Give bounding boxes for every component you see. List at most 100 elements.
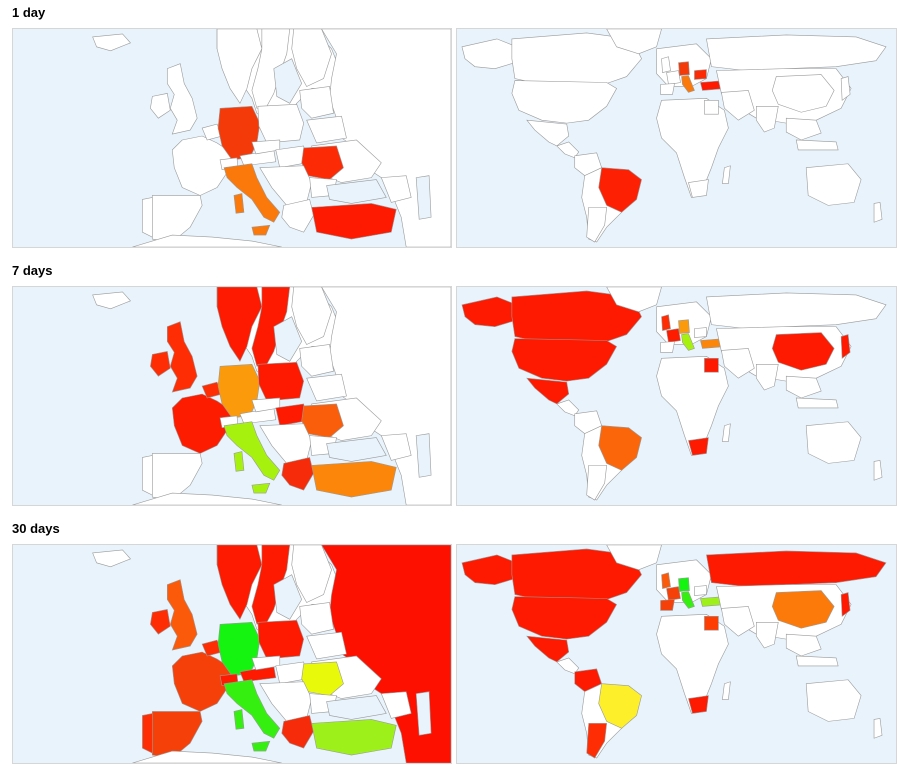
baltics xyxy=(299,602,334,635)
poland xyxy=(257,362,304,402)
caspian-sea xyxy=(415,691,432,736)
china xyxy=(771,332,835,371)
arabia xyxy=(721,606,755,637)
turkey xyxy=(311,203,397,240)
portugal xyxy=(142,455,153,496)
section-1-day-title: 1 day xyxy=(12,5,46,20)
sicily xyxy=(251,740,271,752)
spain-w xyxy=(660,341,675,353)
norway xyxy=(216,287,263,362)
world-map-1 xyxy=(456,28,897,248)
argentina xyxy=(586,207,607,243)
germany-w xyxy=(678,577,690,592)
greece xyxy=(281,199,314,233)
north-africa xyxy=(132,492,282,505)
iceland xyxy=(92,549,131,568)
alaska xyxy=(461,296,516,327)
italy-w xyxy=(681,591,695,609)
australia xyxy=(805,421,862,464)
belarus xyxy=(306,631,347,660)
egypt xyxy=(704,358,719,373)
belarus xyxy=(306,115,347,144)
north-africa xyxy=(132,750,282,763)
france xyxy=(171,651,233,712)
spain-w xyxy=(660,599,675,611)
italy xyxy=(223,163,281,223)
france-w xyxy=(666,328,681,343)
world-map-3 xyxy=(456,544,897,764)
baltics xyxy=(299,344,334,377)
norway xyxy=(216,29,263,104)
caucasus xyxy=(380,691,412,719)
finland xyxy=(291,545,332,603)
usa xyxy=(511,80,618,124)
indonesia xyxy=(795,397,839,409)
southafrica xyxy=(688,437,709,456)
caspian-sea xyxy=(415,175,432,220)
uk xyxy=(166,63,198,135)
arabia xyxy=(721,348,755,379)
new-zealand xyxy=(873,202,883,223)
romania-w xyxy=(694,327,707,338)
russia-w xyxy=(706,292,887,329)
sardinia xyxy=(233,709,245,730)
indonesia xyxy=(795,139,839,151)
norway xyxy=(216,545,263,620)
ireland xyxy=(150,93,171,119)
argentina xyxy=(586,723,607,759)
alaska xyxy=(461,38,516,69)
france-w xyxy=(666,70,681,85)
china xyxy=(771,74,835,113)
se-asia xyxy=(785,633,822,657)
uk xyxy=(166,579,198,651)
poland xyxy=(257,620,304,660)
baltic-sea xyxy=(273,58,303,104)
black-sea xyxy=(326,437,387,462)
sicily xyxy=(251,224,271,236)
japan xyxy=(840,76,851,101)
finland xyxy=(291,29,332,87)
uk-w xyxy=(661,314,671,331)
europe-map-2 xyxy=(12,286,452,506)
southafrica xyxy=(688,695,709,714)
north-africa xyxy=(132,234,282,247)
japan xyxy=(840,334,851,359)
uk-w xyxy=(661,572,671,589)
spain-w xyxy=(660,83,675,95)
ireland xyxy=(150,351,171,377)
iceland xyxy=(92,291,131,310)
brazil xyxy=(598,683,642,729)
italy xyxy=(223,679,281,739)
caucasus xyxy=(380,433,412,461)
india xyxy=(756,621,779,649)
portugal xyxy=(142,197,153,238)
brazil xyxy=(598,167,642,213)
germany-w xyxy=(678,319,690,334)
madagascar xyxy=(722,165,731,184)
australia xyxy=(805,679,862,722)
iceland xyxy=(92,33,131,52)
se-asia xyxy=(785,375,822,399)
india xyxy=(756,105,779,133)
japan xyxy=(840,592,851,617)
greenland xyxy=(606,29,662,55)
baltic-sea xyxy=(273,574,303,620)
romania-w xyxy=(694,69,707,80)
alaska xyxy=(461,554,516,585)
new-zealand xyxy=(873,718,883,739)
portugal xyxy=(142,713,153,754)
black-sea xyxy=(326,179,387,204)
greenland xyxy=(606,287,662,313)
europe-map-3 xyxy=(12,544,452,764)
turkey xyxy=(311,461,397,498)
turkey xyxy=(311,719,397,756)
russia-w xyxy=(706,34,887,71)
russia-w xyxy=(706,550,887,587)
world-map-2 xyxy=(456,286,897,506)
usa xyxy=(511,596,618,640)
france xyxy=(171,393,233,454)
caspian-sea xyxy=(415,433,432,478)
argentina xyxy=(586,465,607,501)
baltic-sea xyxy=(273,316,303,362)
france-w xyxy=(666,586,681,601)
